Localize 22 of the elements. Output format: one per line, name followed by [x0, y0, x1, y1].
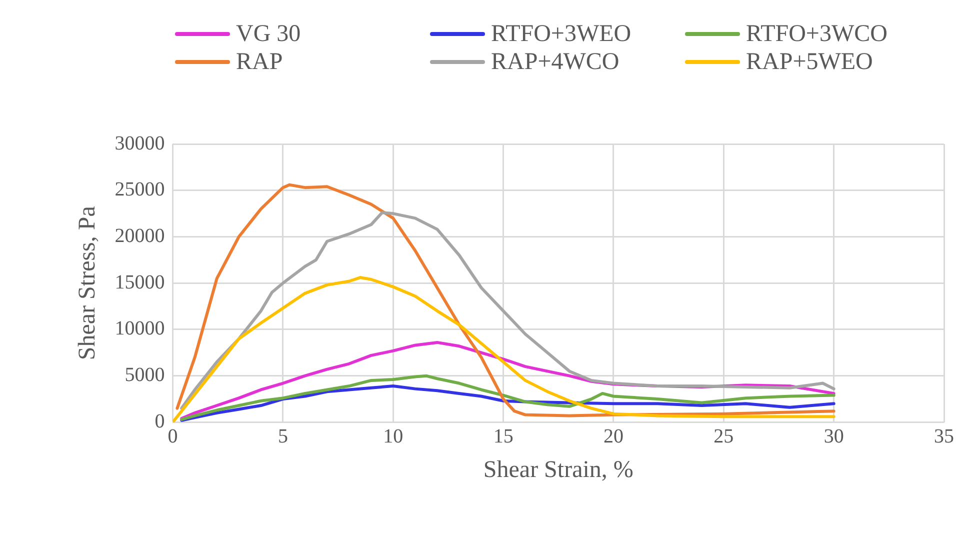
y-tick-label: 20000 [114, 224, 165, 247]
legend-label: VG 30 [236, 20, 301, 48]
x-tick-label: 15 [493, 425, 514, 448]
x-tick-label: 5 [278, 425, 288, 448]
legend-label: RTFO+3WCO [746, 20, 888, 48]
x-tick-label: 35 [934, 425, 954, 448]
x-tick-label: 10 [383, 425, 404, 448]
y-tick-label: 10000 [114, 318, 165, 340]
x-tick-label: 20 [603, 425, 624, 448]
y-tick-label: 5000 [124, 364, 165, 386]
x-tick-label: 30 [824, 425, 844, 448]
x-tick-label: 25 [714, 425, 734, 448]
x-axis-title: Shear Strain, % [483, 456, 634, 483]
y-tick-label: 0 [154, 410, 165, 432]
legend-label: RAP [236, 48, 283, 76]
legend-label: RAP+4WCO [491, 48, 620, 76]
y-axis-title: Shear Stress, Pa [74, 206, 101, 360]
y-tick-label: 25000 [114, 178, 165, 201]
legend-label: RTFO+3WEO [491, 20, 632, 48]
legend-label: RAP+5WEO [746, 48, 873, 76]
y-tick-label: 15000 [114, 271, 165, 294]
y-tick-label: 30000 [114, 132, 165, 154]
